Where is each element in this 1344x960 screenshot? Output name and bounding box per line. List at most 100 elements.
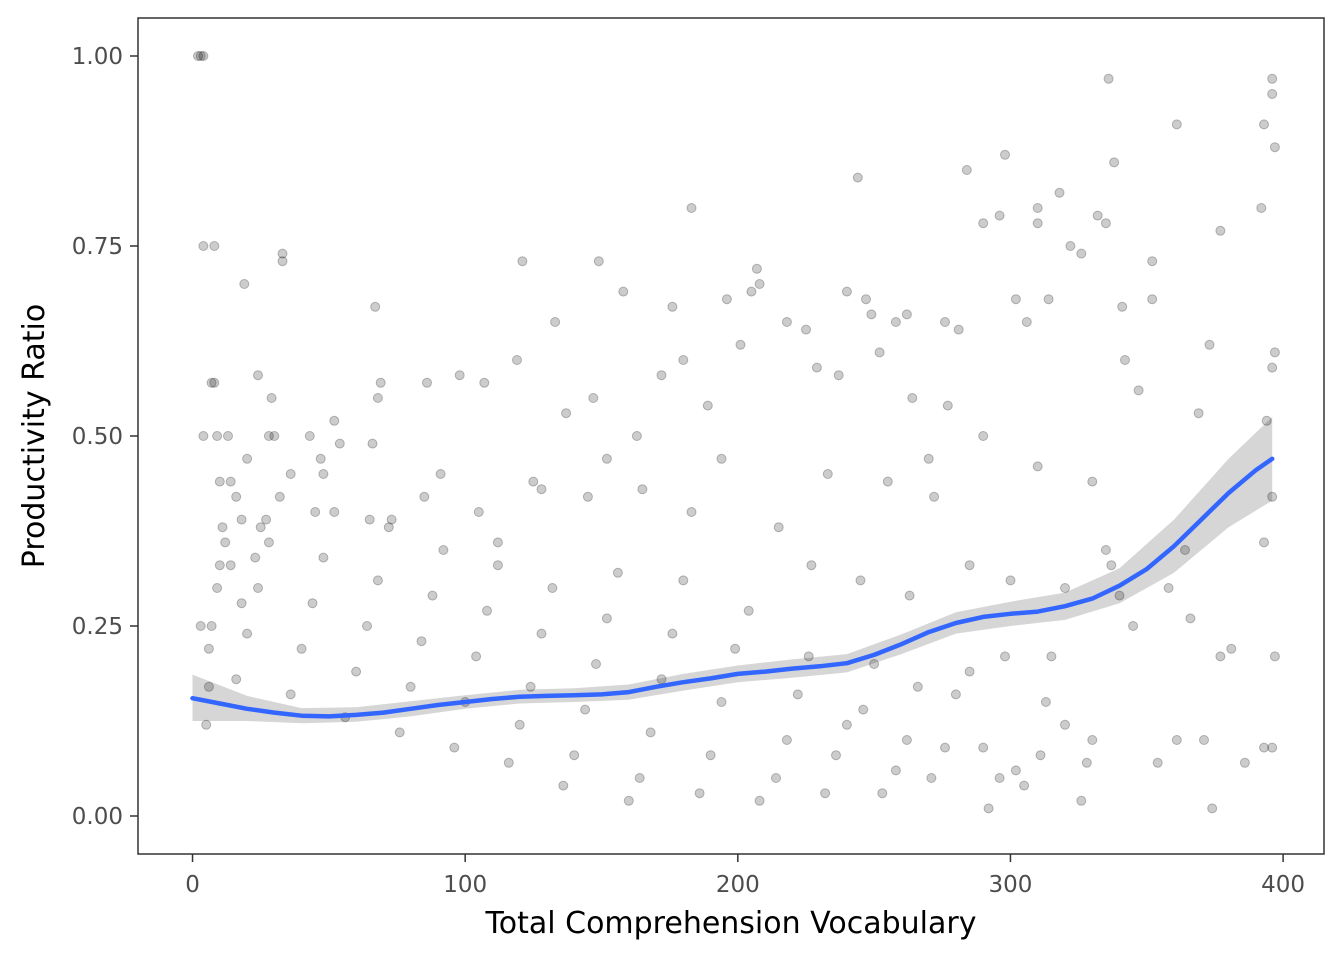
scatter-point [1226,643,1237,654]
scatter-point [1040,697,1051,707]
scatter-point [656,370,667,381]
scatter-point [634,773,645,783]
scatter-point [269,431,280,441]
scatter-point [422,377,432,388]
scatter-point [1046,651,1057,662]
scatter-point [285,689,296,700]
scatter-point [217,522,228,533]
scatter-point [220,537,231,548]
scatter-point [329,507,340,517]
smooth-line [190,456,1275,719]
scatter-point [866,309,877,320]
scatter-point [1054,187,1065,198]
scatter-point [315,453,326,464]
scatter-point [1081,757,1092,768]
scatter-point [225,560,236,571]
scatter-point [231,674,242,685]
scatter-point [926,773,937,783]
scatter-point [492,537,503,548]
scatter-point [803,651,814,662]
scatter-point [492,560,503,571]
scatter-point [1100,218,1111,229]
scatter-point [841,286,852,297]
scatter-point [994,210,1005,221]
scatter-point [242,628,253,639]
scatter-point [667,301,678,312]
scatter-point [206,377,217,388]
scatter-point [547,583,558,593]
scatter-point [754,795,765,806]
scatter-point [242,453,253,464]
x-axis-title: Total Comprehension Vocabulary [485,906,977,941]
scatter-point [1147,294,1158,305]
scatter-point [858,704,869,715]
scatter-point [318,552,329,563]
scatter-point [364,514,375,525]
scatter-point [528,476,539,487]
scatter-point [656,674,667,685]
scatter-point [394,727,405,738]
scatter-point [1087,735,1098,745]
scatter-point [307,598,318,609]
scatter-point [773,522,784,533]
scatter-point [471,651,482,662]
scatter-point [198,241,209,251]
scatter-point [1065,241,1076,251]
scatter-point [1207,803,1218,814]
scatter-point [667,628,678,639]
scatter-point [318,469,329,479]
scatter-point [901,735,912,745]
scatter-point [901,309,912,320]
scatter-point [261,514,272,525]
scatter-point [1133,385,1144,396]
scatter-point [852,172,863,183]
scatter-point [831,750,841,761]
scatter-point [588,393,599,403]
scatter-point [277,256,288,267]
scatter-point [449,742,460,753]
scatter-point [792,689,803,700]
scatter-point [940,742,950,753]
scatter-point [1100,545,1111,555]
scatter-point [209,241,220,251]
scatter-point [214,476,225,487]
scatter-point [203,681,214,692]
scatter-point [263,537,274,548]
scatter-point [861,294,871,305]
scatter-point [735,339,746,350]
x-tick-label: 200 [716,872,760,898]
scatter-point [869,659,880,669]
x-tick-label: 400 [1261,872,1305,898]
scatter-point [375,377,386,388]
scatter-point [416,636,427,647]
y-tick-label: 1.00 [72,44,123,70]
scatter-point [236,514,247,525]
scatter-point [214,560,225,571]
scatter-point [631,431,642,441]
scatter-point [558,780,569,791]
scatter-point [1120,355,1130,365]
x-axis: 0 100 200 300 400 [185,854,1305,898]
scatter-point [964,666,975,677]
scatter-point [351,666,362,677]
scatter-point [806,560,817,571]
scatter-point [801,324,811,335]
scatter-point [1000,149,1010,160]
scatter-point [209,377,220,388]
scatter-point [1185,613,1196,624]
scatter-point [601,453,612,464]
scatter-point [623,795,634,806]
scatter-point [907,393,918,403]
scatter-point [1005,575,1016,586]
scatter-point [1076,248,1087,259]
scatter-point [678,355,689,365]
scatter-point [1267,362,1278,373]
scatter-point [1032,203,1043,213]
scatter-point [1103,73,1114,84]
scatter-point [820,788,831,799]
scatter-point [1087,476,1098,487]
scatter-point [536,628,547,639]
scatter-point [983,803,994,814]
scatter-point [482,605,492,616]
scatter-point [1269,142,1280,153]
